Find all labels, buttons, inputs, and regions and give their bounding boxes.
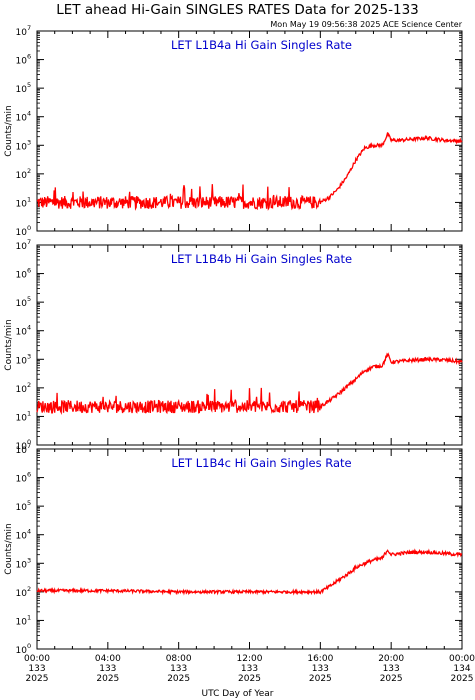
y-tick-exponent: 6 (27, 53, 31, 61)
y-tick-label: 10 (16, 228, 28, 238)
y-tick-label: 10 (16, 328, 28, 338)
plot-frame (36, 448, 463, 650)
x-tick-time: 16:00 (307, 654, 333, 664)
x-tick-doy: 133 (312, 664, 329, 674)
y-tick-exponent: 7 (27, 238, 31, 246)
plot-frame (36, 244, 463, 446)
y-tick-exponent: 5 (27, 295, 31, 303)
y-tick-label: 10 (16, 503, 28, 513)
y-tick-label: 10 (16, 617, 28, 627)
y-tick-label: 10 (16, 532, 28, 542)
y-axis-label: Counts/min (4, 523, 14, 574)
y-tick-exponent: 1 (27, 409, 31, 417)
x-tick-doy: 133 (241, 664, 258, 674)
y-tick-exponent: 3 (27, 556, 31, 564)
x-tick-doy: 134 (453, 664, 470, 674)
x-tick-doy: 133 (28, 664, 45, 674)
y-tick-label: 10 (16, 171, 28, 181)
y-tick-exponent: 4 (27, 528, 31, 536)
x-tick-doy: 133 (99, 664, 116, 674)
x-tick-time: 00:00 (449, 654, 475, 664)
y-tick-exponent: 3 (27, 138, 31, 146)
x-tick-year: 2025 (309, 674, 332, 684)
x-tick-year: 2025 (26, 674, 49, 684)
x-tick-year: 2025 (96, 674, 119, 684)
x-tick-time: 04:00 (95, 654, 121, 664)
x-tick-year: 2025 (451, 674, 474, 684)
x-tick-time: 20:00 (378, 654, 404, 664)
x-tick-time: 08:00 (166, 654, 192, 664)
y-tick-exponent: 7 (27, 24, 31, 32)
y-tick-label: 10 (16, 299, 28, 309)
x-axis-label: UTC Day of Year (202, 689, 274, 699)
y-tick-exponent: 5 (27, 499, 31, 507)
y-axis-label: Counts/min (4, 319, 14, 370)
y-tick-exponent: 0 (27, 642, 31, 650)
y-tick-exponent: 6 (27, 267, 31, 275)
x-tick-time: 12:00 (237, 654, 263, 664)
y-tick-exponent: 2 (27, 585, 31, 593)
y-tick-exponent: 2 (27, 381, 31, 389)
y-tick-label: 10 (16, 28, 28, 38)
series-line (36, 132, 463, 211)
x-tick-time: 00:00 (24, 654, 50, 664)
x-tick-year: 2025 (380, 674, 403, 684)
y-tick-exponent: 0 (27, 438, 31, 446)
y-tick-exponent: 4 (27, 324, 31, 332)
x-tick-year: 2025 (167, 674, 190, 684)
y-tick-exponent: 5 (27, 81, 31, 89)
y-tick-label: 10 (16, 85, 28, 95)
series-line (36, 548, 463, 596)
y-tick-label: 10 (16, 356, 28, 366)
y-tick-exponent: 6 (27, 471, 31, 479)
y-tick-exponent: 1 (27, 613, 31, 621)
y-tick-label: 10 (16, 589, 28, 599)
figure-title: LET ahead Hi-Gain SINGLES RATES Data for… (56, 2, 419, 18)
y-tick-exponent: 7 (27, 442, 31, 450)
y-tick-label: 10 (16, 446, 28, 456)
y-tick-label: 10 (16, 413, 28, 423)
x-tick-doy: 133 (170, 664, 187, 674)
y-tick-exponent: 2 (27, 167, 31, 175)
y-tick-label: 10 (16, 646, 28, 656)
panel-title: LET L1B4b Hi Gain Singles Rate (171, 252, 352, 266)
y-tick-label: 10 (16, 560, 28, 570)
y-tick-label: 10 (16, 475, 28, 485)
y-tick-label: 10 (16, 271, 28, 281)
y-axis-label: Counts/min (4, 105, 14, 156)
y-tick-exponent: 0 (27, 224, 31, 232)
y-tick-label: 10 (16, 442, 28, 452)
y-tick-label: 10 (16, 114, 28, 124)
x-tick-year: 2025 (238, 674, 261, 684)
y-tick-label: 10 (16, 57, 28, 67)
x-tick-doy: 133 (383, 664, 400, 674)
timestamp: Mon May 19 09:56:38 2025 ACE Science Cen… (270, 20, 462, 29)
y-tick-exponent: 4 (27, 110, 31, 118)
y-tick-label: 10 (16, 142, 28, 152)
y-tick-exponent: 3 (27, 352, 31, 360)
panel-title: LET L1B4a Hi Gain Singles Rate (171, 38, 352, 52)
y-tick-label: 10 (16, 199, 28, 209)
y-tick-label: 10 (16, 242, 28, 252)
y-tick-exponent: 1 (27, 195, 31, 203)
series-line (36, 352, 463, 415)
panel-title: LET L1B4c Hi Gain Singles Rate (171, 456, 351, 470)
y-tick-label: 10 (16, 385, 28, 395)
